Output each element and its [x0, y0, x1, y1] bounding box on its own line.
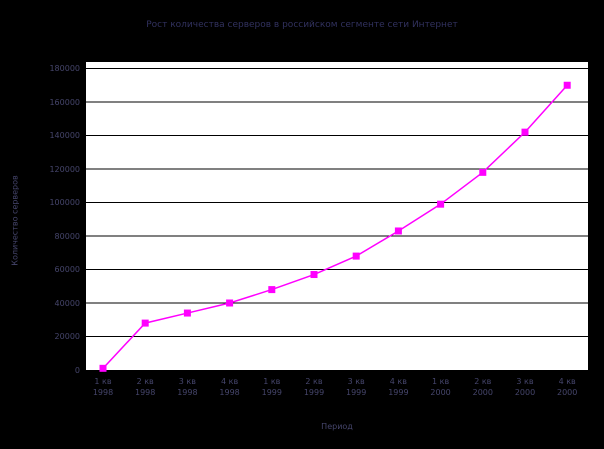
chart-title: Рост количества серверов в российском се… — [146, 20, 458, 30]
data-markers — [99, 81, 571, 372]
data-point-marker — [479, 168, 487, 176]
data-point-marker — [99, 364, 107, 372]
y-tick-label: 140000 — [49, 131, 80, 140]
y-tick-label: 160000 — [49, 97, 80, 107]
x-tick-label: 4 кв 1998 — [219, 377, 240, 397]
y-tick-label: 100000 — [49, 198, 80, 207]
x-tick-label: 1 кв 1999 — [261, 377, 282, 397]
y-tick-label: 20000 — [54, 332, 80, 341]
y-tick-label: 120000 — [49, 164, 80, 174]
y-tick-label: 40000 — [54, 298, 80, 308]
data-point-marker — [437, 200, 445, 208]
data-point-marker — [352, 252, 360, 260]
y-tick-label: 60000 — [54, 265, 80, 274]
x-tick-label: 4 кв 2000 — [557, 377, 578, 397]
x-tick-label: 2 кв 2000 — [472, 377, 493, 397]
plot-canvas — [86, 68, 588, 372]
data-point-marker — [310, 271, 318, 279]
x-tick-label: 4 кв 1999 — [388, 377, 409, 397]
data-point-marker — [268, 286, 276, 294]
y-tick-label: 180000 — [49, 64, 80, 73]
data-point-marker — [141, 319, 149, 327]
x-axis-title: Период — [321, 422, 353, 431]
data-point-marker — [183, 309, 191, 317]
x-tick-label: 3 кв 1998 — [177, 377, 198, 397]
data-series-line — [102, 84, 568, 369]
x-tick-label: 2 кв 1998 — [135, 377, 156, 397]
x-tick-label: 3 кв 2000 — [514, 377, 536, 397]
y-tick-label: 0 — [74, 365, 80, 375]
gridlines — [86, 68, 588, 337]
data-point-marker — [394, 227, 402, 235]
data-point-marker — [226, 299, 234, 307]
data-point-marker — [521, 128, 529, 136]
x-tick-label: 2 кв 1999 — [303, 377, 325, 397]
x-tick-label: 1 кв 2000 — [430, 377, 451, 397]
data-point-marker — [563, 81, 571, 89]
y-axis-title: Количество серверов — [10, 175, 20, 266]
y-tick-label: 80000 — [54, 231, 80, 241]
plot-area — [86, 62, 588, 372]
x-tick-label: 1 кв 1998 — [92, 377, 114, 397]
x-tick-label: 3 кв 1999 — [346, 377, 367, 397]
